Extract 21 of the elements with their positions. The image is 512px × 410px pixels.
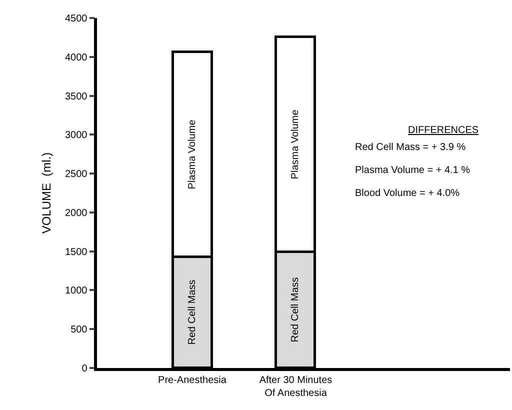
- series-label: Plasma Volume: [186, 119, 198, 190]
- y-axis-title: VOLUME (ml.): [39, 152, 54, 234]
- text: Blood Volume = + 4.0%: [355, 188, 460, 199]
- y-tick-label: 4000: [65, 52, 88, 64]
- x-tick-label: After 30 Minutes Of Anesthesia: [259, 374, 332, 399]
- y-tick-label: 1500: [65, 246, 88, 258]
- text: Plasma Volume: [290, 110, 301, 180]
- y-tick-label: 3000: [65, 130, 88, 142]
- y-tick-label: 2000: [65, 208, 88, 219]
- text: DIFFERENCES: [408, 125, 479, 136]
- y-tick-label: 3500: [65, 91, 88, 102]
- x-tick-label: Pre-Anesthesia: [158, 374, 227, 386]
- y-tick-label: 500: [70, 324, 88, 336]
- text: Plasma Volume = + 4.1 %: [355, 165, 470, 176]
- y-tick-label: 2500: [65, 169, 88, 180]
- y-tick-label: 4500: [65, 14, 88, 24]
- series-label: Red Cell Mass: [186, 280, 198, 345]
- y-tick-label: 0: [82, 364, 88, 374]
- text: Red Cell Mass = + 3.9 %: [355, 142, 466, 153]
- text: Red Cell Mass: [290, 277, 301, 342]
- y-tick-label: 1000: [65, 286, 88, 297]
